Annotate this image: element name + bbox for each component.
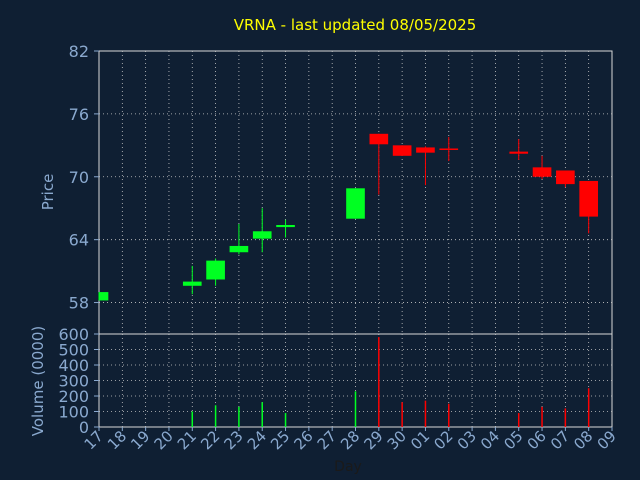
price-axis-label: Price xyxy=(39,174,57,211)
volume-bar xyxy=(564,408,567,427)
candle-body xyxy=(99,292,109,301)
x-axis-label: Day xyxy=(334,459,362,475)
x-tick-label: 19 xyxy=(127,427,153,453)
volume-bar xyxy=(378,337,380,427)
volume-bar xyxy=(238,406,240,427)
candle-body xyxy=(369,133,389,145)
volume-y-tick-label: 500 xyxy=(58,341,89,360)
candle-body xyxy=(392,145,412,156)
x-tick-label: 01 xyxy=(407,427,433,453)
x-tick-label: 27 xyxy=(314,427,340,453)
x-tick-label: 03 xyxy=(454,427,480,453)
x-tick-label: 29 xyxy=(360,427,386,453)
x-tick-label: 22 xyxy=(197,427,223,453)
x-tick-label: 09 xyxy=(594,427,620,453)
price-panel: 58 64 70 76 82 xyxy=(69,42,613,335)
volume-y-tick-label: 400 xyxy=(58,356,89,375)
x-tick-label: 04 xyxy=(477,427,503,453)
x-tick-label: 08 xyxy=(570,427,596,453)
chart-title: VRNA - last updated 08/05/2025 xyxy=(234,16,477,34)
volume-y-tick-label: 0 xyxy=(79,418,89,437)
candle-body xyxy=(276,224,295,228)
price-y-tick-label: 64 xyxy=(69,231,89,250)
candle-body xyxy=(182,281,202,286)
x-tick-label: 02 xyxy=(430,427,456,453)
volume-bar xyxy=(587,388,590,427)
candle-body xyxy=(346,188,365,219)
candle-body xyxy=(252,231,272,239)
volume-y-tick-label: 100 xyxy=(58,403,89,422)
volume-bar xyxy=(261,402,263,427)
volume-bar xyxy=(214,405,217,427)
volume-bar xyxy=(354,391,357,427)
candle-body xyxy=(439,148,459,150)
x-tick-label: 30 xyxy=(384,427,410,453)
price-y-tick-label: 58 xyxy=(69,294,89,313)
volume-bar xyxy=(541,406,543,427)
volume-bar xyxy=(401,402,403,427)
candle-body xyxy=(532,167,552,177)
candle-body xyxy=(206,260,225,280)
volume-bar xyxy=(284,413,287,427)
candle-body xyxy=(229,245,249,253)
x-tick-label: 18 xyxy=(104,427,130,453)
volume-y-tick-label: 300 xyxy=(58,372,89,391)
candle-body xyxy=(509,151,529,154)
candle-body xyxy=(416,147,435,153)
x-tick-label: 24 xyxy=(244,427,270,453)
price-y-tick-label: 70 xyxy=(69,168,89,187)
x-tick-label: 05 xyxy=(500,427,526,453)
x-tick-label: 23 xyxy=(221,427,247,453)
volume-bar xyxy=(191,411,194,427)
volume-bar xyxy=(517,413,520,427)
x-tick-label: 25 xyxy=(267,427,293,453)
x-tick-labels: 1718192021222324252627282930010203040506… xyxy=(81,427,620,453)
volume-bar xyxy=(448,403,450,427)
volume-bar xyxy=(424,400,427,427)
volume-y-tick-label: 200 xyxy=(58,387,89,406)
price-y-tick-label: 76 xyxy=(69,105,89,124)
volume-axis-label: Volume (0000) xyxy=(29,326,47,436)
volume-y-tick-label: 600 xyxy=(58,325,89,344)
x-tick-label: 06 xyxy=(524,427,550,453)
x-tick-label: 20 xyxy=(151,427,177,453)
x-tick-label: 07 xyxy=(547,427,573,453)
x-tick-label: 28 xyxy=(337,427,363,453)
x-tick-label: 21 xyxy=(174,427,200,453)
candle-body xyxy=(556,170,575,185)
candle-body xyxy=(579,180,599,217)
price-y-tick-label: 82 xyxy=(69,42,89,61)
x-tick-label: 26 xyxy=(290,427,316,453)
